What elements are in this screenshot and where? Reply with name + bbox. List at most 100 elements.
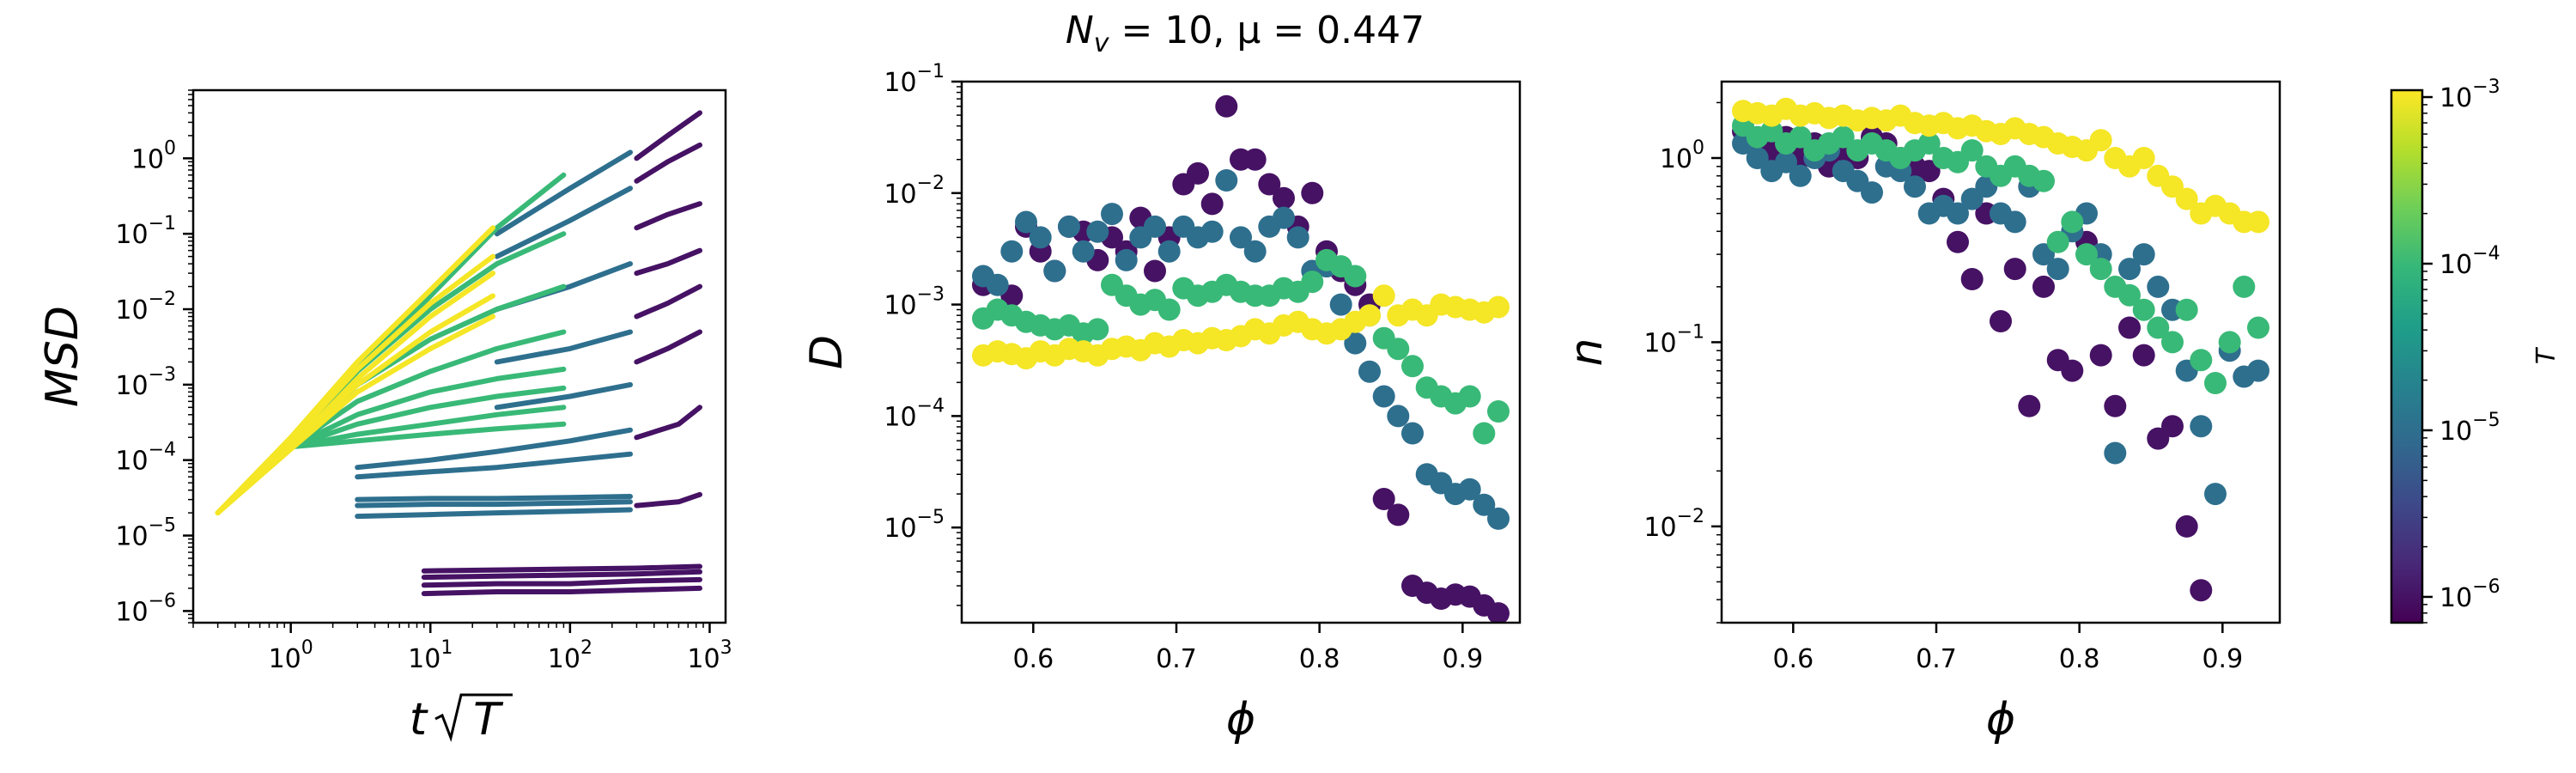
data-point (2132, 147, 2155, 169)
colorbar-tick-label: 10−6 (2439, 576, 2500, 613)
plot-area (1732, 97, 2269, 602)
plot-area (215, 110, 702, 597)
data-point (2046, 258, 2069, 281)
data-point (1157, 298, 1181, 321)
msd-curve (421, 585, 702, 597)
data-point (1487, 400, 1510, 423)
msd-curve (288, 366, 567, 450)
axes-frame (1720, 80, 2281, 624)
x-tick-label: 0.7 (1156, 644, 1197, 674)
data-point (1789, 125, 1812, 149)
data-point (1775, 150, 1797, 173)
data-point (2089, 344, 2112, 367)
y-tick-label: 10−3 (884, 284, 945, 321)
data-point (1043, 259, 1066, 283)
data-point (1832, 125, 1855, 149)
data-point (986, 273, 1009, 296)
msd-curve (634, 201, 702, 231)
data-point (1157, 240, 1181, 263)
data-point (1746, 147, 1769, 169)
data-point (1401, 355, 1424, 378)
data-point (1947, 230, 1969, 253)
data-point (2089, 129, 2112, 152)
data-point (2247, 359, 2269, 382)
msd-curve (215, 313, 495, 516)
data-point (2061, 359, 2084, 382)
msd-curve (634, 110, 702, 161)
data-point (1372, 385, 1395, 408)
data-point (1329, 293, 1352, 316)
data-point (2147, 316, 2170, 339)
x-tick-label: 0.6 (1772, 644, 1814, 674)
data-point (1344, 332, 1367, 355)
data-point (1904, 175, 1926, 198)
data-point (1458, 385, 1481, 408)
data-point (2032, 169, 2055, 192)
colorbar-tick-label: 10−5 (2439, 410, 2500, 447)
data-point (1301, 181, 1324, 204)
data-point (1344, 265, 1367, 288)
data-point (1058, 215, 1080, 238)
data-point (1273, 186, 1295, 210)
panel-exponent: 10−2 10−1 100 0.6 0.7 0.8 0.9 n ϕ (1561, 80, 2281, 746)
data-point (2190, 415, 2213, 438)
data-point (1115, 248, 1138, 271)
colorbar-tick-label: 10−4 (2439, 243, 2500, 280)
data-point (1372, 488, 1395, 510)
data-point (1387, 338, 1410, 361)
data-point (1789, 164, 1812, 187)
x-tick-label: 0.9 (2202, 644, 2243, 674)
msd-curve (634, 142, 702, 184)
y-tick-label: 10−2 (115, 289, 176, 326)
x-axis-label: ϕ (1226, 694, 1255, 746)
data-point (1086, 220, 1109, 243)
data-point (1372, 284, 1395, 307)
figure-title: Nv = 10, μ = 0.447 (1066, 9, 1425, 58)
data-point (2247, 316, 2269, 339)
axes-frame (960, 80, 1522, 624)
data-point (1947, 202, 1969, 225)
msd-curve (288, 421, 567, 450)
msd-curve (494, 329, 633, 365)
msd-curve (494, 186, 633, 259)
data-point (1358, 360, 1381, 383)
data-point (1200, 192, 1224, 216)
data-point (2018, 394, 2041, 417)
data-point (1401, 422, 1424, 445)
x-tick-label: 0.6 (1012, 644, 1054, 674)
data-point (2118, 258, 2141, 281)
data-point (2104, 394, 2127, 417)
data-point (1215, 94, 1238, 118)
data-point (1243, 148, 1267, 171)
y-axis-label: D (801, 335, 853, 369)
msd-curve (288, 385, 567, 450)
data-point (1015, 210, 1037, 234)
sqrt-symbol (434, 693, 513, 743)
data-point (2132, 298, 2155, 321)
colorbar-tick-label: 10−3 (2439, 76, 2500, 113)
data-point (2118, 316, 2141, 339)
data-point (1230, 226, 1252, 249)
data-point (2003, 210, 2026, 234)
x-tick-label: 103 (687, 637, 732, 674)
data-point (2247, 210, 2269, 234)
panel-diffusion: 10−5 10−4 10−3 10−2 10−1 0.6 0.7 0.8 0.9 Dϕ (801, 61, 1522, 746)
msd-curve (634, 405, 702, 441)
x-axis-label: ϕ (1986, 694, 2015, 746)
data-point (2204, 372, 2227, 394)
y-tick-label: 10−2 (1643, 506, 1704, 543)
msd-curve (288, 329, 567, 450)
data-point (1960, 268, 1984, 290)
x-tick-label: 102 (548, 637, 592, 674)
msd-curve (494, 381, 633, 411)
data-point (2204, 483, 2227, 506)
data-point (1086, 318, 1109, 341)
data-point (1487, 602, 1510, 623)
data-point (2175, 514, 2198, 538)
data-point (1101, 203, 1123, 226)
msd-curve (355, 427, 633, 471)
msd-curve (421, 576, 702, 588)
data-point (1273, 206, 1295, 229)
x-axis-label-t: t (410, 694, 428, 746)
